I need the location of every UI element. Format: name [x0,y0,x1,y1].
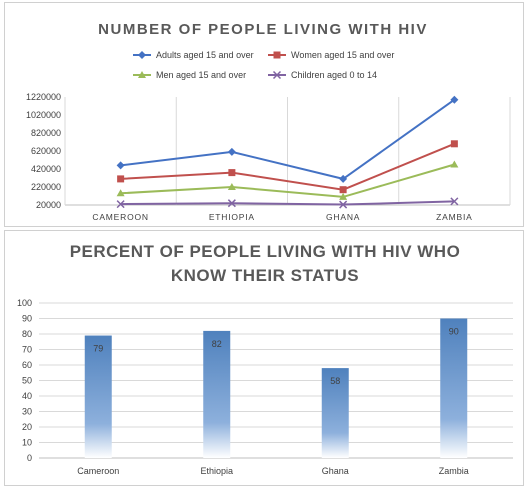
bar-chart: PERCENT OF PEOPLE LIVING WITH HIV WHO KN… [17,242,513,476]
series-children-aged-0-to-14 [116,197,459,209]
data-point [116,200,125,209]
legend-item-adults-aged-15-and-over: Adults aged 15 and over [133,50,254,60]
bar [203,330,231,458]
line-chart-grid [64,97,511,206]
data-point [450,160,459,168]
data-label: 82 [212,339,222,349]
legend-label: Adults aged 15 and over [156,50,254,60]
series-women-aged-15-and-over [117,140,458,194]
bar [84,335,112,458]
data-label: 79 [93,344,103,354]
y-tick-label: 60 [22,360,32,370]
line-chart-panel: NUMBER OF PEOPLE LIVING WITH HIV Adults … [4,2,524,227]
y-tick-label: 30 [22,407,32,417]
y-tick-label: 40 [22,391,32,401]
y-tick-label: 10 [22,438,32,448]
data-point [227,183,236,190]
line-chart-legend: Adults aged 15 and over Women aged 15 and… [133,50,394,80]
series-men-aged-15-and-over [116,160,459,200]
data-point [116,189,125,197]
bar-chart-title-line-2: KNOW THEIR STATUS [171,266,359,285]
y-tick-label: 0 [27,453,32,463]
data-label: 90 [449,327,459,337]
y-tick-label: 820000 [31,128,61,138]
line-chart-series [116,95,459,209]
bar-chart-panel: PERCENT OF PEOPLE LIVING WITH HIV WHO KN… [4,230,524,486]
y-tick-label: 50 [22,376,32,386]
y-tick-label: 90 [22,314,32,324]
x-tick-label-zambia: ZAMBIA [436,212,472,222]
data-point [339,174,348,183]
legend-item-women-aged-15-and-over: Women aged 15 and over [268,50,394,60]
legend-marker [138,71,146,78]
bar-chart-grid [39,302,513,459]
x-tick-label-ethiopia: ETHIOPIA [209,212,255,222]
bar-chart-x-axis: Cameroon Ethiopia Ghana Zambia [77,466,469,476]
legend-label: Women aged 15 and over [291,50,394,60]
line-chart-y-axis: 1220000 1020000 820000 620000 420000 220000 20… [26,92,61,210]
series-line-children-aged-0-to-14 [120,200,455,206]
data-point [116,161,125,170]
data-point [339,186,347,194]
x-tick-label-zambia: Zambia [439,466,469,476]
line-chart: NUMBER OF PEOPLE LIVING WITH HIV Adults … [26,21,511,222]
data-point [450,140,458,148]
series-line-adults-aged-15-and-over [120,98,455,180]
y-tick-label: 100 [17,298,32,308]
data-point [228,169,236,177]
legend-label: Men aged 15 and over [156,70,246,80]
data-point [227,199,236,208]
data-point [339,192,348,200]
x-tick-label-ghana: Ghana [322,466,349,476]
data-point [450,95,459,104]
y-tick-label: 80 [22,329,32,339]
bar-ethiopia: 82 [203,330,231,458]
bar-cameroon: 79 [84,335,112,458]
legend-item-men-aged-15-and-over: Men aged 15 and over [133,70,246,80]
y-tick-label: 1020000 [26,110,61,120]
legend-item-children-aged-0-to-14: Children aged 0 to 14 [268,70,377,80]
y-tick-label: 70 [22,345,32,355]
legend-label: Children aged 0 to 14 [291,70,377,80]
series-line-women-aged-15-and-over [120,142,455,191]
legend-marker [273,51,281,59]
data-label: 58 [330,376,340,386]
data-point [339,200,348,209]
y-tick-label: 20000 [36,200,61,210]
legend-marker [272,70,282,80]
x-tick-label-cameroon: CAMEROON [92,212,148,222]
bar [440,318,468,458]
x-tick-label-ghana: GHANA [326,212,360,222]
bar-chart-bars: 79 82 58 90 [84,318,468,458]
line-chart-x-axis: CAMEROON ETHIOPIA GHANA ZAMBIA [92,212,472,222]
bar-ghana: 58 [321,368,349,458]
series-adults-aged-15-and-over [116,95,459,183]
data-point [117,175,125,183]
data-point [450,197,459,206]
y-tick-label: 620000 [31,146,61,156]
y-tick-label: 20 [22,422,32,432]
series-line-men-aged-15-and-over [120,163,455,198]
bar [321,368,349,458]
bar-chart-title-line-1: PERCENT OF PEOPLE LIVING WITH HIV WHO [70,242,461,261]
x-tick-label-ethiopia: Ethiopia [200,466,233,476]
x-tick-label-cameroon: Cameroon [77,466,119,476]
y-tick-label: 220000 [31,182,61,192]
legend-marker [138,51,146,59]
line-chart-title: NUMBER OF PEOPLE LIVING WITH HIV [98,21,428,38]
y-tick-label: 420000 [31,164,61,174]
bar-zambia: 90 [440,318,468,458]
data-point [227,147,236,156]
y-tick-label: 1220000 [26,92,61,102]
